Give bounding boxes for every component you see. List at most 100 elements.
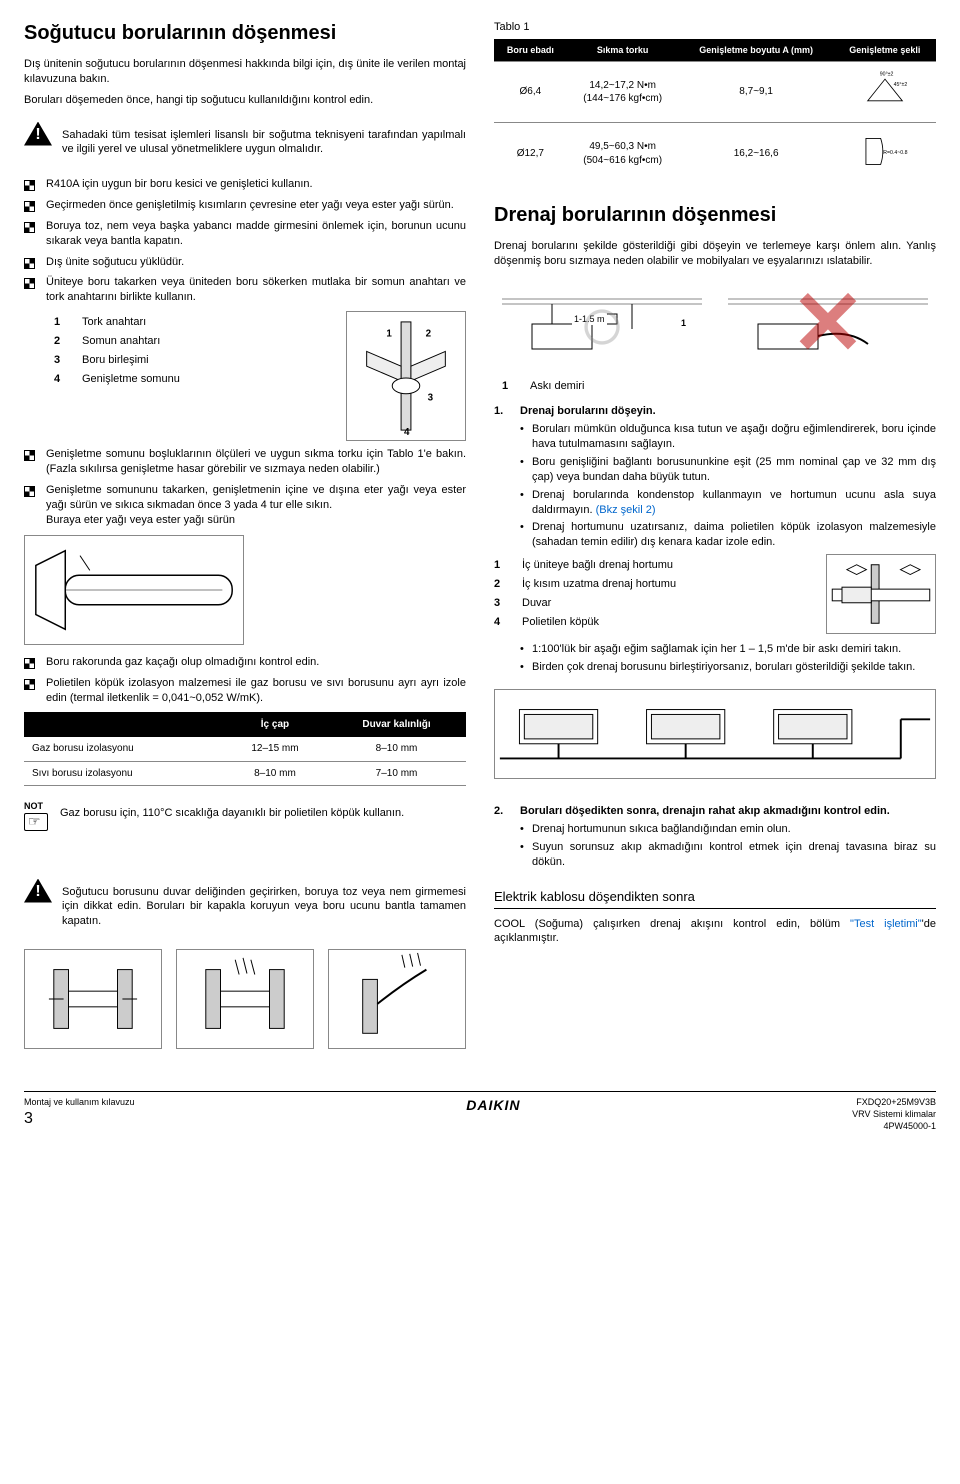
left-column: Soğutucu borularının döşenmesi Dış ünite… [24,20,466,1063]
flare-figure [24,535,244,645]
flare-shape-icon: R=0.4~0.8 [859,131,911,171]
legend-item: 2Somun anahtarı [54,334,180,349]
h2-drain: Drenaj borularının döşenmesi [494,202,936,229]
bullet-item: Dış ünite soğutucu yüklüdür. [24,255,466,270]
wall-hole-figures [24,949,466,1049]
wall-fig-3 [328,949,466,1049]
page-number: 3 [24,1108,135,1130]
table-row: Ø6,4 14,2~17,2 N•m (144~176 kgf•cm) 8,7~… [494,61,936,123]
footer-right: FXDQ20+25M9V3B VRV Sistemi klimalar 4PW4… [852,1096,936,1132]
note-text: Gaz borusu için, 110°C sıcaklığa dayanık… [60,806,404,824]
bullet-item: Üniteye boru takarken veya üniteden boru… [24,275,466,305]
wrench-figure: 1 2 3 4 [346,311,466,441]
multi-drain-figure [494,689,936,779]
bullet-item: R410A için uygun bir boru kesici ve geni… [24,177,466,192]
warning-1: Sahadaki tüm tesisat işlemleri lisanslı … [24,122,466,164]
dot-item: Drenaj hortumunu uzatırsanız, daima poli… [520,520,936,550]
table-row: Sıvı borusu izolasyonu 8–10 mm 7–10 mm [24,761,466,786]
no-mark-icon: ✕ [790,279,865,369]
legend2-row: 1İç üniteye bağlı drenaj hortumu 2İç kıs… [494,554,936,634]
bullet-item: Geçirmeden önce genişletilmiş kısımların… [24,198,466,213]
bullet-item: Boru rakorunda gaz kaçağı olup olmadığın… [24,655,466,670]
step1-items: Boruları mümkün olduğunca kısa tutun ve … [520,422,936,550]
step-2: 2. Boruları döşedikten sonra, drenajın r… [494,804,936,819]
wall-fig-2 [176,949,314,1049]
intro-p1: Dış ünitenin soğutucu borularının döşenm… [24,57,466,87]
dot-item: Boruları mümkün olduğunca kısa tutun ve … [520,422,936,452]
spec-table: Boru ebadı Sıkma torku Genişletme boyutu… [494,39,936,184]
sub-after-wiring: Elektrik kablosu döşendikten sonra [494,888,936,909]
callout-1: 1 [679,317,688,329]
dot-item: Birden çok drenaj borusunu birleştiriyor… [520,660,936,675]
footer-doc-title: Montaj ve kullanım kılavuzu [24,1096,135,1108]
legend-item: 4Genişletme somunu [54,372,180,387]
legend-item: 4Polietilen köpük [494,615,808,630]
bullet-list-1: R410A için uygun bir boru kesici ve geni… [24,177,466,305]
post-items: 1:100'lük bir aşağı eğim sağlamak için h… [520,642,936,675]
legend-item: 3Boru birleşimi [54,353,180,368]
bullet-list-3: Boru rakorunda gaz kaçağı olup olmadığın… [24,655,466,706]
th: Genişletme şekli [834,39,936,62]
dot-item: Suyun sorunsuz akıp akmadığını kontrol e… [520,840,936,870]
svg-text:R=0.4~0.8: R=0.4~0.8 [883,151,907,157]
drain-ok: 1-1.5 m 1 ○ [494,279,710,369]
hand-icon [24,813,48,831]
footer-left: Montaj ve kullanım kılavuzu 3 [24,1096,135,1130]
step2-items: Drenaj hortumunun sıkıca bağlandığından … [520,822,936,870]
ok-mark-icon: ○ [578,284,626,364]
svg-text:1: 1 [386,329,392,340]
tool-legend: 1Tork anahtarı 2Somun anahtarı 3Boru bir… [24,311,180,390]
th: Boru ebadı [494,39,567,62]
bullet-item: Polietilen köpük izolasyon malzemesi ile… [24,676,466,706]
dot-item: Drenaj borularında kondenstop kullanmayı… [520,488,936,518]
svg-text:2: 2 [426,329,432,340]
table-row: Gaz borusu izolasyonu 12–15 mm 8–10 mm [24,737,466,761]
fig-legend-2: 1İç üniteye bağlı drenaj hortumu 2İç kıs… [494,554,808,633]
insulation-table: İç çap Duvar kalınlığı Gaz borusu izolas… [24,712,466,787]
svg-text:90°±2: 90°±2 [880,72,894,78]
test-link: "Test işletimi" [850,918,922,930]
cool-paragraph: COOL (Soğuma) çalışırken drenaj akışını … [494,917,936,947]
figure-link: (Bkz şekil 2) [596,504,656,516]
right-column: Tablo 1 Boru ebadı Sıkma torku Genişletm… [494,20,936,1063]
drain-intro: Drenaj borularını şekilde gösterildiği g… [494,239,936,269]
bullet-item: Boruya toz, nem veya başka yabancı madde… [24,219,466,249]
intro-p2: Boruları döşemeden önce, hangi tip soğut… [24,93,466,108]
warning-2: Soğutucu borusunu duvar deliğinden geçir… [24,879,466,936]
legend-item: 1Tork anahtarı [54,315,180,330]
th: Sıkma torku [567,39,679,62]
svg-text:4: 4 [404,427,410,438]
warning-icon [24,879,52,903]
drain-figure: 1-1.5 m 1 ○ ✕ [494,279,936,369]
legend-item: 1Askı demiri [502,379,936,394]
dot-item: Drenaj hortumunun sıkıca bağlandığından … [520,822,936,837]
bullet-item: Genişletme somunu boşluklarının ölçüleri… [24,447,466,477]
legend-item: 1İç üniteye bağlı drenaj hortumu [494,558,808,573]
legend-item: 3Duvar [494,596,808,611]
table1-caption: Tablo 1 [494,20,936,35]
warning-1-text: Sahadaki tüm tesisat işlemleri lisanslı … [62,128,466,158]
dot-item: Boru genişliğini bağlantı borusununkine … [520,455,936,485]
page-footer: Montaj ve kullanım kılavuzu 3 DAIKIN FXD… [24,1091,936,1132]
fig-legend-1: 1Askı demiri [502,379,936,394]
th: Duvar kalınlığı [327,712,466,738]
model-code: FXDQ20+25M9V3B [852,1096,936,1108]
drain-no: ✕ [720,279,936,369]
legend-item: 2İç kısım uzatma drenaj hortumu [494,577,808,592]
th: Genişletme boyutu A (mm) [679,39,834,62]
table-row: Ø12,7 49,5~60,3 N•m (504~616 kgf•cm) 16,… [494,123,936,184]
brand-logo: DAIKIN [466,1096,520,1115]
warning-icon [24,122,52,146]
h1-refrigerant: Soğutucu borularının döşenmesi [24,20,466,47]
svg-text:45°±2: 45°±2 [893,82,907,88]
bullet-list-2: Genişletme somunu boşluklarının ölçüleri… [24,447,466,527]
dot-item: 1:100'lük bir aşağı eğim sağlamak için h… [520,642,936,657]
hose-figure [826,554,936,634]
product-line: VRV Sistemi klimalar [852,1108,936,1120]
th [24,712,223,738]
note-block: NOT Gaz borusu için, 110°C sıcaklığa day… [24,800,466,830]
flare-shape-icon: 90°±2 45°±2 [859,70,911,110]
step-1: 1. Drenaj borularını döşeyin. [494,404,936,419]
tool-legend-row: 1Tork anahtarı 2Somun anahtarı 3Boru bir… [24,311,466,441]
warning-2-text: Soğutucu borusunu duvar deliğinden geçir… [62,885,466,930]
